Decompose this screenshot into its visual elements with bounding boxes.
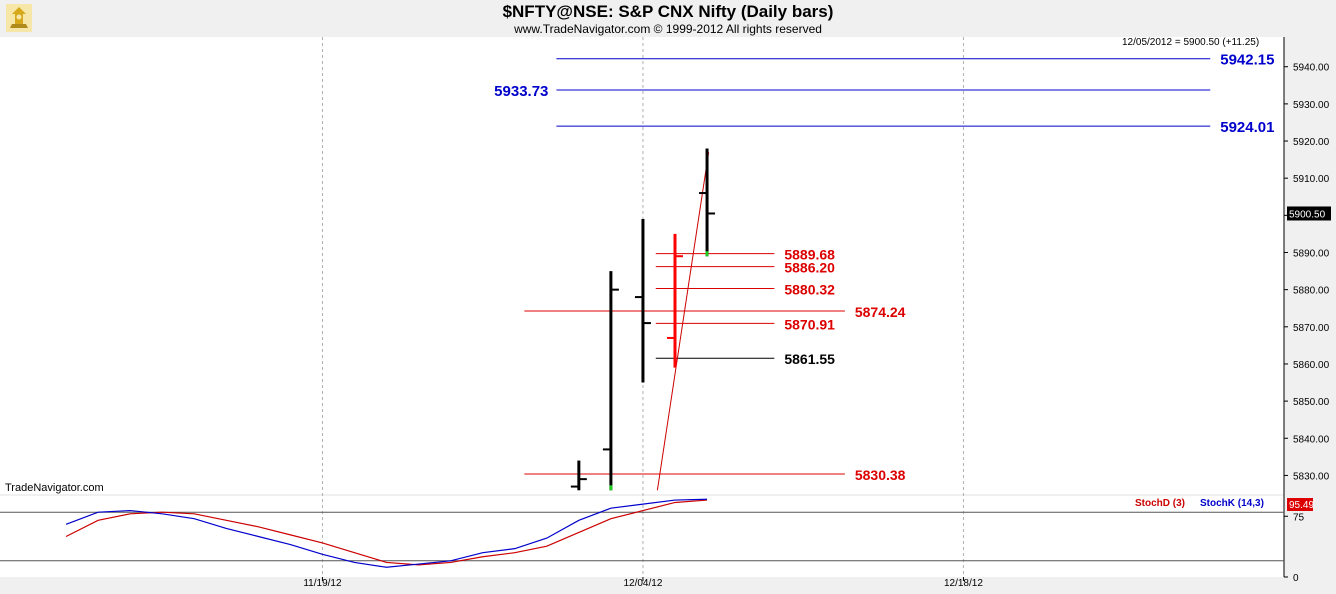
watermark-text: TradeNavigator.com	[5, 482, 104, 494]
chart-title: $NFTY@NSE: S&P CNX Nifty (Daily bars)	[502, 2, 834, 21]
level-label: 5942.15	[1220, 52, 1274, 69]
level-label: 5889.68	[784, 247, 835, 263]
y-tick-label: 5940.00	[1293, 63, 1330, 74]
y-tick-label: 5880.00	[1293, 286, 1330, 297]
low-marker	[609, 485, 613, 491]
x-tick-label: 11/19/12	[303, 578, 342, 589]
level-label: 5933.73	[494, 83, 548, 100]
last-price-box	[1287, 206, 1331, 221]
y-tick-label: 5910.00	[1293, 174, 1330, 185]
legend-stochk: StochK (14,3)	[1200, 498, 1264, 509]
x-tick-label: 12/18/12	[944, 578, 983, 589]
y-tick-label: 5930.00	[1293, 100, 1330, 111]
y-tick-label: 5830.00	[1293, 471, 1330, 482]
ohlc-bar	[570, 460, 587, 491]
level-label: 5880.32	[784, 281, 835, 297]
stoch-value-box	[1287, 498, 1313, 511]
ohlc-bar	[667, 233, 683, 368]
level-label: 5886.20	[784, 260, 835, 276]
low-marker	[705, 251, 709, 257]
stochastic-series-line	[65, 498, 708, 568]
y-tick-label: 5850.00	[1293, 397, 1330, 408]
price-readout: 12/05/2012 = 5900.50 (+11.25)	[1122, 37, 1260, 48]
stoch-y-tick-label: 75	[1293, 512, 1305, 523]
ohlc-bar	[602, 271, 619, 491]
trend-line	[656, 152, 710, 491]
x-tick-label: 12/04/12	[623, 578, 662, 589]
last-price-label: 5900.50	[1289, 209, 1326, 220]
level-label: 5924.01	[1220, 119, 1274, 136]
y-tick-label: 5920.00	[1293, 137, 1330, 148]
copyright-text: www.TradeNavigator.com © 1999-2012 All r…	[514, 22, 822, 36]
level-label: 5830.38	[855, 467, 906, 483]
ohlc-bar	[634, 219, 651, 383]
stoch-value-label: 95.49	[1289, 500, 1314, 511]
stochastic-series-line	[65, 499, 708, 566]
y-tick-label: 5860.00	[1293, 360, 1330, 371]
y-tick-label: 5890.00	[1293, 248, 1330, 259]
y-tick-label: 5870.00	[1293, 323, 1330, 334]
level-label: 5874.24	[855, 304, 906, 320]
stoch-y-tick-label: 0	[1293, 573, 1299, 584]
level-label: 5870.91	[784, 316, 835, 332]
y-tick-label: 5840.00	[1293, 434, 1330, 445]
stochastic-panel	[0, 496, 1284, 577]
ohlc-bar	[699, 148, 716, 257]
trade-navigator-logo-icon	[6, 4, 32, 32]
legend-stochd: StochD (3)	[1135, 498, 1185, 509]
level-label: 5861.55	[784, 351, 835, 367]
